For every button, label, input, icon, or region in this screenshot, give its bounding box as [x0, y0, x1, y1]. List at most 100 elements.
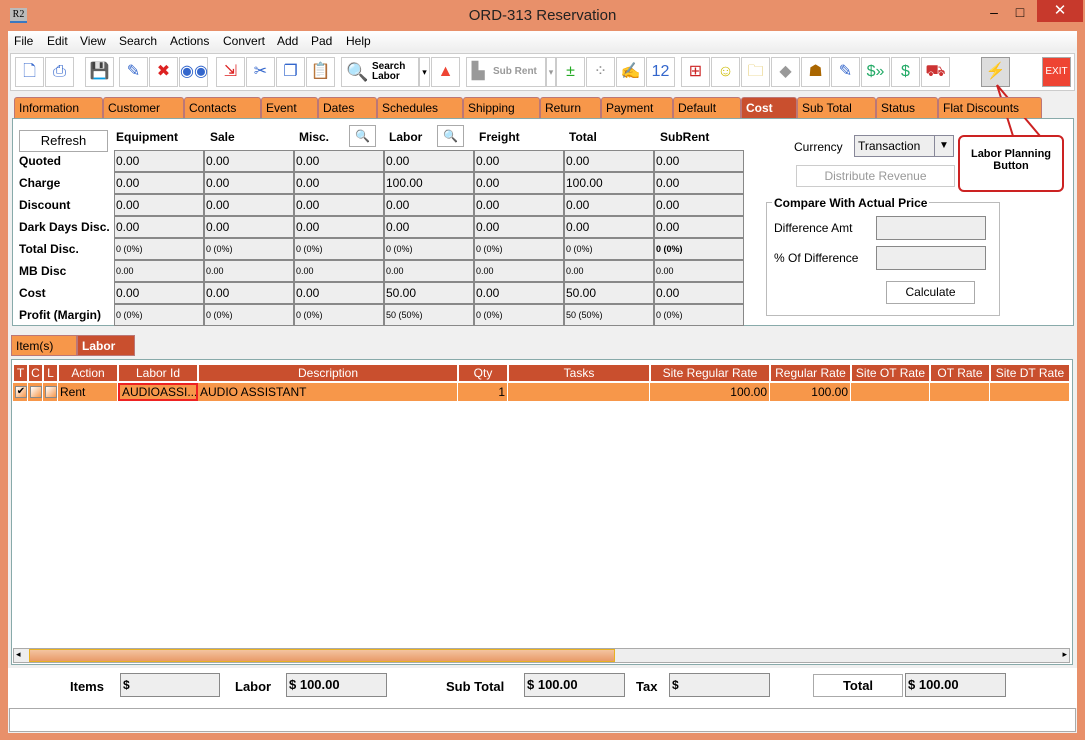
chevron-down-icon[interactable]: ▼ [934, 136, 953, 156]
tab-shipping[interactable]: Shipping [463, 97, 540, 118]
l-checkbox[interactable] [45, 386, 57, 398]
grid-header-ot-rate[interactable]: OT Rate [930, 364, 990, 382]
transfer-document-button[interactable]: ⇲ [216, 57, 245, 87]
menu-convert[interactable]: Convert [223, 34, 266, 48]
pct-difference-field[interactable] [876, 246, 986, 270]
labor-planning-callout: Labor Planning Button [958, 135, 1064, 192]
sub-rent-dropdown[interactable]: ▾ [546, 57, 556, 87]
misc-search-button[interactable]: 🔍 [349, 125, 376, 147]
folder-clock-icon: 🗀 [747, 63, 764, 80]
difference-amt-field[interactable] [876, 216, 986, 240]
column-header-misc: Misc. [299, 130, 330, 144]
distribute-revenue-button[interactable]: Distribute Revenue [796, 165, 955, 187]
worker-icon: ☗ [808, 63, 823, 80]
paste-button[interactable]: 📋 [306, 57, 335, 87]
labor-planning-button[interactable]: ⚡ [981, 57, 1010, 87]
grid-header-qty[interactable]: Qty [458, 364, 508, 382]
calculate-button[interactable]: Calculate [886, 281, 975, 304]
grid-header-t[interactable]: T [13, 364, 28, 382]
lightning-icon: ⚡ [985, 63, 1006, 80]
maximize-button[interactable]: □ [1015, 4, 1025, 20]
shapes-button[interactable]: ▲ [431, 57, 460, 87]
grid-header-c[interactable]: C [28, 364, 43, 382]
magnifier-icon: 🔍 [346, 62, 369, 82]
labor-search-button[interactable]: 🔍 [437, 125, 464, 147]
grid-header-l[interactable]: L [43, 364, 58, 382]
dollar-forward-button[interactable]: $» [861, 57, 890, 87]
circles-button[interactable]: ⁘ [586, 57, 615, 87]
grid-header-labor-id[interactable]: Labor Id [118, 364, 198, 382]
grid-header-site-regular-rate[interactable]: Site Regular Rate [650, 364, 770, 382]
close-button[interactable]: ✕ [1037, 0, 1083, 22]
scroll-left-icon[interactable]: ◂ [16, 649, 21, 659]
grid-header-description[interactable]: Description [198, 364, 458, 382]
t-checkbox[interactable]: ✔ [15, 386, 27, 398]
copy-button[interactable]: ❐ [276, 57, 305, 87]
menu-file[interactable]: File [14, 34, 34, 48]
search-labor-button[interactable]: 🔍 Search Labor [341, 57, 419, 87]
tab-contacts[interactable]: Contacts [184, 97, 261, 118]
grid-cell-qty: 1 [458, 383, 508, 401]
binoculars-button[interactable]: ◉◉ [179, 57, 208, 87]
tab-flat-discounts[interactable]: Flat Discounts [938, 97, 1042, 118]
exit-button[interactable]: EXIT [1042, 57, 1071, 87]
new-document-button[interactable]: 🗋 [15, 57, 44, 87]
scroll-right-icon[interactable]: ▸ [1062, 649, 1067, 659]
grid-header-tasks[interactable]: Tasks [508, 364, 650, 382]
hierarchy-button[interactable]: ⊞ [681, 57, 710, 87]
folder-clock-button[interactable]: 🗀 [741, 57, 770, 87]
cost-cell: 0.00 [114, 194, 204, 216]
delete-button[interactable]: ✖ [149, 57, 178, 87]
print-button[interactable]: ⎙ [45, 57, 74, 87]
tab-payment[interactable]: Payment [601, 97, 673, 118]
tab-default[interactable]: Default [673, 97, 741, 118]
menu-add[interactable]: Add [277, 34, 299, 48]
c-checkbox[interactable] [30, 386, 42, 398]
calendar-button[interactable]: 12 [646, 57, 675, 87]
tab-items[interactable]: Item(s) [11, 335, 77, 356]
smiley-button[interactable]: ☺ [711, 57, 740, 87]
tab-status[interactable]: Status [876, 97, 938, 118]
cost-cell: 0.00 [384, 194, 474, 216]
tab-return[interactable]: Return [540, 97, 601, 118]
cost-cell: 0.00 [384, 150, 474, 172]
grid-header-regular-rate[interactable]: Regular Rate [770, 364, 851, 382]
currency-select[interactable]: Transaction ▼ [854, 135, 954, 157]
tab-customer[interactable]: Customer [103, 97, 184, 118]
tab-schedules[interactable]: Schedules [377, 97, 463, 118]
menu-edit[interactable]: Edit [47, 34, 68, 48]
truck-button[interactable]: ⛟ [921, 57, 950, 87]
menu-actions[interactable]: Actions [170, 34, 210, 48]
sub-rent-button[interactable]: ▙ Sub Rent [466, 57, 546, 87]
block-button[interactable]: ◆ [771, 57, 800, 87]
edit-pencil-button[interactable]: ✎ [119, 57, 148, 87]
grid-header-action[interactable]: Action [58, 364, 118, 382]
worker-button[interactable]: ☗ [801, 57, 830, 87]
refresh-button[interactable]: Refresh [19, 130, 108, 152]
tab-cost[interactable]: Cost [741, 97, 797, 118]
save-button[interactable]: 💾 [85, 57, 114, 87]
tab-dates[interactable]: Dates [318, 97, 377, 118]
add-remove-button[interactable]: ± [556, 57, 585, 87]
dollar-note-button[interactable]: $ [891, 57, 920, 87]
grid-header-site-ot-rate[interactable]: Site OT Rate [851, 364, 930, 382]
menu-view[interactable]: View [80, 34, 106, 48]
tab-information[interactable]: Information [14, 97, 103, 118]
tab-event[interactable]: Event [261, 97, 318, 118]
horizontal-scrollbar[interactable]: ◂ ▸ [13, 648, 1070, 663]
notepad-button[interactable]: ✍ [616, 57, 645, 87]
menu-pad[interactable]: Pad [311, 34, 333, 48]
grid-header-site-dt-rate[interactable]: Site DT Rate [990, 364, 1070, 382]
cut-button[interactable]: ✂ [246, 57, 275, 87]
menu-search[interactable]: Search [119, 34, 158, 48]
search-labor-dropdown[interactable]: ▾ [419, 57, 430, 87]
tab-sub-total[interactable]: Sub Total [797, 97, 876, 118]
minimize-button[interactable]: – [990, 4, 998, 20]
scrollbar-thumb[interactable] [29, 649, 615, 662]
window-title: ORD-313 Reservation [468, 7, 617, 24]
cost-cell: 0.00 [654, 194, 744, 216]
menu-help[interactable]: Help [346, 34, 371, 48]
tab-labor[interactable]: Labor [77, 335, 135, 356]
document-edit-button[interactable]: ✎ [831, 57, 860, 87]
smiley-icon: ☺ [717, 63, 734, 80]
